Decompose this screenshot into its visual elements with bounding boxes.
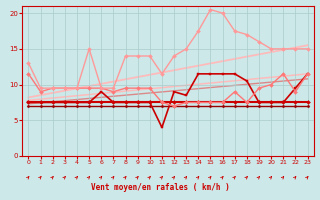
Text: Vent moyen/en rafales ( km/h ): Vent moyen/en rafales ( km/h ) (91, 183, 229, 192)
